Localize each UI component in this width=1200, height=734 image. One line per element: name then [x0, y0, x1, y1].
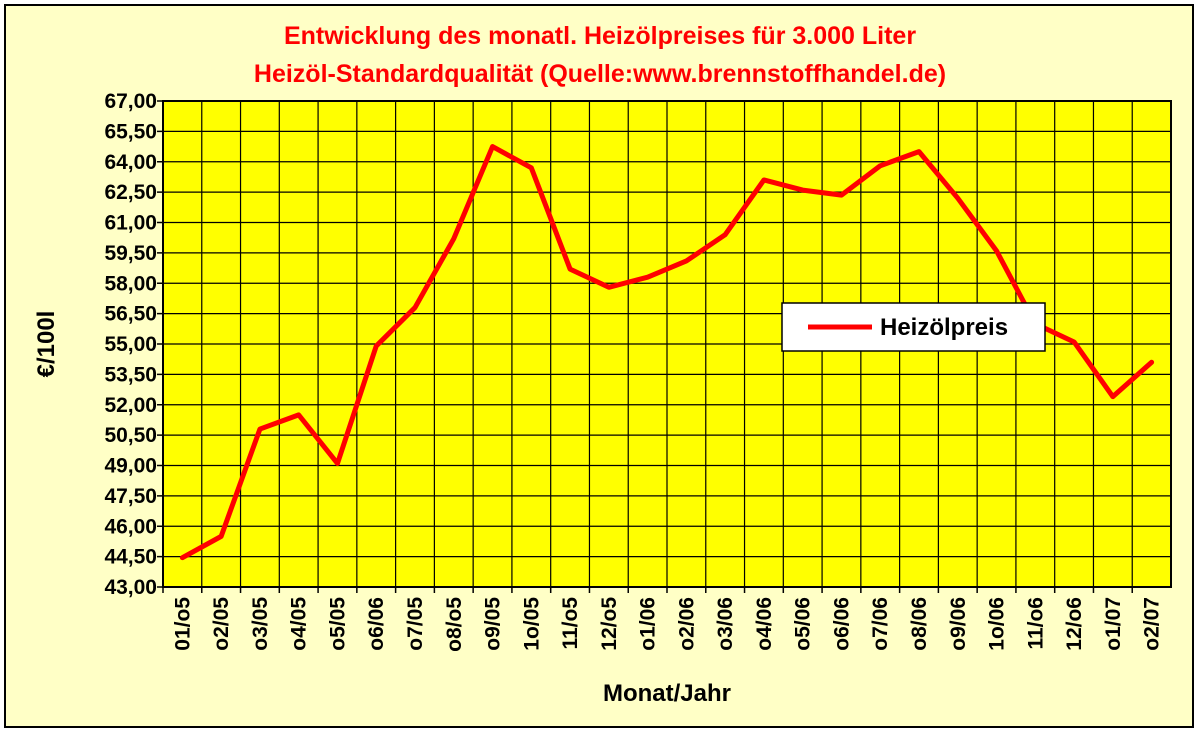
y-axis-title: €/100l [33, 311, 60, 378]
x-tick-label: o2/05 [210, 597, 233, 651]
x-tick-label: o1/07 [1102, 597, 1125, 651]
x-tick-label: o4/06 [753, 597, 776, 651]
chart-title: Entwicklung des monatl. Heizölpreises fü… [283, 22, 917, 50]
x-tick-label: 12/o6 [1063, 597, 1086, 651]
x-tick-label: o3/06 [714, 597, 737, 651]
y-tick-label: 58,00 [104, 272, 157, 295]
y-axis-ticks: 43,00 44,50 46,00 47,50 49,00 50,50 52,00 53,50… [104, 90, 163, 599]
y-tick-label: 52,00 [104, 394, 157, 417]
y-tick-label: 59,50 [104, 242, 157, 265]
x-tick-label: o5/06 [792, 597, 815, 651]
y-tick-label: 43,00 [104, 576, 157, 599]
y-tick-label: 50,50 [104, 424, 157, 447]
y-tick-label: 53,50 [104, 363, 157, 386]
legend-label: Heizölpreis [880, 314, 1008, 341]
legend: Heizölpreis [781, 302, 1046, 352]
y-tick-label: 44,50 [104, 546, 157, 569]
x-axis-title: Monat/Jahr [603, 680, 731, 707]
x-tick-label: o5/05 [326, 597, 349, 651]
y-tick-label: 46,00 [104, 515, 157, 538]
x-tick-label: 1o/06 [986, 597, 1009, 651]
x-tick-label: 01/o5 [171, 597, 194, 651]
x-tick-label: o8/o5 [443, 597, 466, 652]
y-tick-label: 47,50 [104, 485, 157, 508]
x-tick-label: o7/06 [869, 597, 892, 651]
x-tick-label: o2/06 [675, 597, 698, 651]
x-tick-label: o8/06 [908, 597, 931, 651]
x-tick-label: o7/05 [404, 597, 427, 651]
x-tick-label: 12/o5 [598, 597, 621, 651]
x-tick-label: 11/o6 [1024, 597, 1047, 650]
x-tick-label: o9/06 [947, 597, 970, 651]
y-tick-label: 67,00 [104, 90, 157, 113]
chart-subtitle: Heizöl-Standardqualität (Quelle:www.bren… [253, 60, 947, 88]
y-tick-label: 62,50 [104, 181, 157, 204]
x-tick-label: o6/06 [365, 597, 388, 651]
series-line-heizoelpreis [179, 144, 1155, 561]
x-axis-ticks: 01/o5 o2/05 o3/05 o4/05 o5/05 o6/06 o7/05 o8/o5… [162, 587, 1164, 652]
x-tick-label: o6/06 [830, 597, 853, 651]
y-tick-label: 61,00 [104, 212, 157, 235]
y-tick-label: 64,00 [104, 151, 157, 174]
x-tick-label: o9/05 [482, 597, 505, 651]
x-tick-label: o4/05 [288, 597, 311, 651]
y-tick-label: 55,00 [104, 333, 157, 356]
y-tick-label: 56,50 [104, 303, 157, 326]
x-tick-label: o1/06 [637, 597, 660, 651]
x-tick-label: 1o/05 [520, 597, 543, 651]
x-tick-label: o3/05 [249, 597, 272, 651]
y-tick-label: 65,50 [104, 120, 157, 143]
y-tick-label: 49,00 [104, 455, 157, 478]
x-tick-label: 11/o5 [559, 597, 582, 650]
x-tick-label: o2/07 [1141, 597, 1164, 651]
